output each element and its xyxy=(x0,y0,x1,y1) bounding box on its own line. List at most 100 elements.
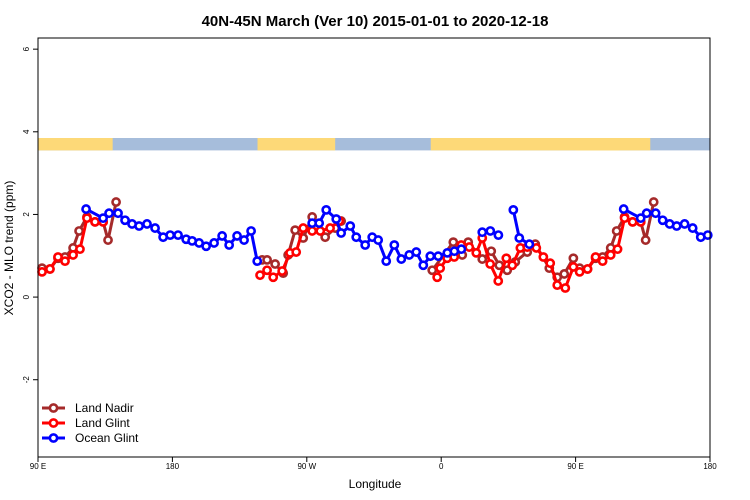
data-point xyxy=(635,213,646,224)
legend-marker xyxy=(48,418,59,428)
data-point xyxy=(45,264,55,274)
y-tick-label: 4 xyxy=(22,129,31,134)
data-point xyxy=(560,283,571,293)
data-point xyxy=(435,263,446,274)
legend-label: Ocean Glint xyxy=(75,431,139,445)
data-point xyxy=(173,230,183,241)
data-point xyxy=(262,254,272,265)
y-tick-label: 0 xyxy=(22,294,31,299)
data-point xyxy=(552,280,563,291)
data-point xyxy=(619,213,630,224)
plot-frame xyxy=(37,37,711,458)
data-point xyxy=(120,215,130,226)
data-point xyxy=(485,259,496,269)
data-point xyxy=(60,256,70,267)
data-point xyxy=(150,223,160,233)
data-point xyxy=(103,235,113,245)
data-point xyxy=(90,216,100,227)
data-point xyxy=(650,208,661,219)
data-point xyxy=(111,197,122,207)
data-point xyxy=(611,226,622,236)
data-point xyxy=(252,256,263,267)
land-band xyxy=(257,137,336,151)
data-point xyxy=(224,240,235,250)
data-point xyxy=(81,204,91,214)
data-point xyxy=(648,197,659,207)
data-point xyxy=(320,232,331,243)
data-point xyxy=(321,204,332,215)
land-band xyxy=(38,137,113,151)
data-point xyxy=(389,240,400,250)
data-point xyxy=(75,244,85,255)
data-point xyxy=(270,259,281,269)
data-point xyxy=(307,226,318,236)
data-point xyxy=(671,221,682,231)
data-point xyxy=(605,250,616,260)
data-point xyxy=(325,223,335,233)
data-point xyxy=(411,247,422,257)
legend-marker xyxy=(48,403,59,413)
land-mask-band xyxy=(38,137,710,151)
x-axis-label: Longitude xyxy=(349,477,402,491)
data-point xyxy=(396,254,407,264)
data-point xyxy=(486,246,497,257)
data-point xyxy=(448,237,459,248)
data-point xyxy=(493,230,504,241)
data-point xyxy=(524,239,535,250)
data-point xyxy=(262,265,272,276)
legend-label: Land Nadir xyxy=(75,401,134,415)
data-point xyxy=(574,266,585,277)
data-point xyxy=(545,258,556,269)
data-point xyxy=(531,243,542,253)
series-land-glint xyxy=(37,213,646,293)
data-point xyxy=(464,242,475,252)
data-point xyxy=(104,208,114,219)
data-point xyxy=(418,260,429,271)
data-point xyxy=(201,241,212,252)
data-point xyxy=(268,272,279,283)
legend-marker xyxy=(48,433,59,443)
data-point xyxy=(538,252,549,262)
data-point xyxy=(627,216,638,227)
data-point xyxy=(373,235,384,245)
data-point xyxy=(679,219,690,229)
data-point xyxy=(98,213,109,224)
data-point xyxy=(687,223,698,233)
data-point xyxy=(315,226,326,236)
data-point xyxy=(477,227,488,238)
y-axis: 6 4 2 0 -2 xyxy=(22,46,38,383)
data-point xyxy=(612,244,623,255)
data-point xyxy=(217,231,228,241)
data-point xyxy=(68,250,78,260)
data-point xyxy=(113,208,123,219)
x-tick-label: 180 xyxy=(166,462,180,471)
data-point xyxy=(493,276,504,286)
data-point xyxy=(351,232,362,243)
legend-item-land-nadir: Land Nadir xyxy=(42,401,134,415)
legend-item-land-glint: Land Glint xyxy=(42,416,130,430)
data-point xyxy=(165,230,176,241)
chart-title: 40N-45N March (Ver 10) 2015-01-01 to 202… xyxy=(202,13,549,30)
data-point xyxy=(597,256,608,267)
data-point xyxy=(641,208,652,219)
data-point xyxy=(477,254,488,264)
x-tick-label: 90 W xyxy=(297,462,316,471)
data-point xyxy=(209,238,219,248)
legend-label: Land Glint xyxy=(75,416,130,430)
series-land-nadir xyxy=(37,197,659,283)
y-tick-label: -2 xyxy=(22,376,31,384)
data-point xyxy=(298,223,309,233)
x-axis: 90 E 180 90 W 0 90 E 180 xyxy=(30,457,717,471)
data-point xyxy=(485,226,496,236)
x-tick-label: 180 xyxy=(703,462,717,471)
data-point xyxy=(53,252,63,262)
data-point xyxy=(232,231,242,241)
data-point xyxy=(82,213,92,224)
data-point xyxy=(590,252,601,262)
data-point xyxy=(255,270,265,281)
data-point xyxy=(381,256,392,267)
data-point xyxy=(568,262,579,272)
y-axis-label: XCO2 - MLO trend (ppm) xyxy=(2,181,16,316)
